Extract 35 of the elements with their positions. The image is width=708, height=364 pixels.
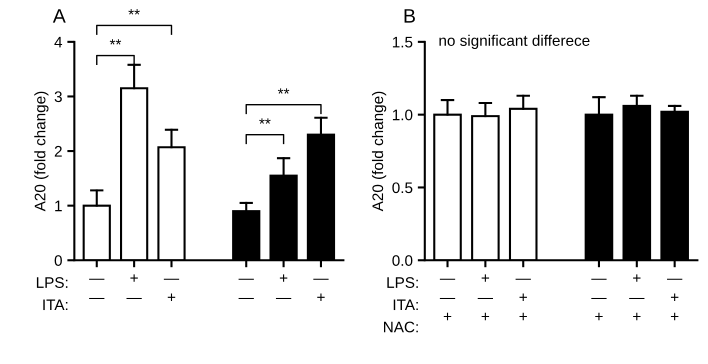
- x-tick-label: — — +: [440, 278, 456, 320]
- y-tick-label: 0.0: [392, 255, 412, 266]
- y-tick-label: 3: [54, 91, 62, 102]
- x-tick-label: — +: [313, 278, 329, 302]
- y-axis-title: A20 (fold change): [372, 92, 386, 212]
- y-tick-label: 1: [55, 200, 62, 212]
- y-axis-title: A20 (fold change): [34, 92, 48, 212]
- x-tick-label: — —: [89, 278, 104, 299]
- y-tick-label: 4: [54, 36, 62, 48]
- y-tick-label: 0: [54, 255, 62, 266]
- x-tick-label: — + +: [667, 278, 682, 320]
- text: ITA:: [394, 300, 418, 310]
- x-tick-label: + — +: [478, 274, 494, 320]
- x-tick-label: — — +: [591, 278, 607, 320]
- text: **: [128, 9, 140, 15]
- annotation: **: [259, 118, 271, 124]
- chart-title: A: [52, 9, 66, 23]
- y-tick-label: 1.5: [392, 36, 412, 48]
- x-tick-label: + —: [126, 274, 142, 299]
- annotation: **: [110, 39, 122, 45]
- y-tick-label: 1.0: [392, 110, 412, 120]
- annotation: no significant differece: [439, 34, 590, 49]
- x-tick-label: + — +: [629, 274, 644, 320]
- y-tick-label: 0.5: [392, 182, 412, 194]
- text: LPS:: [36, 277, 68, 288]
- x-tick-label: + —: [276, 274, 292, 299]
- x-tick-label: — + +: [516, 278, 531, 320]
- text: NAC:: [384, 322, 418, 332]
- y-tick-label: 2: [54, 146, 62, 157]
- text: LPS:: [387, 277, 418, 288]
- annotation: **: [278, 88, 290, 94]
- text: ITA:: [43, 300, 68, 310]
- x-tick-label: — +: [164, 278, 180, 302]
- x-tick-label: — —: [238, 278, 254, 299]
- chart-title: B: [404, 9, 415, 23]
